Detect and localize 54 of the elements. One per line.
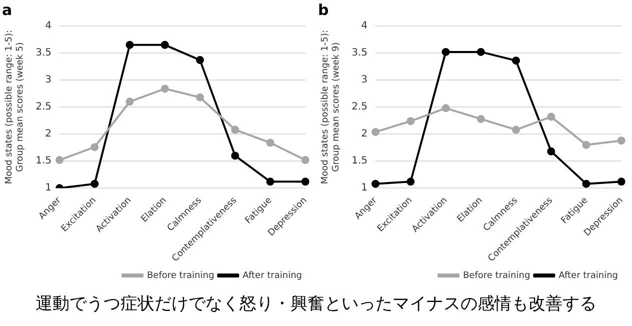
- y-tick-label: 2.5: [352, 102, 368, 113]
- legend-label: Before training: [463, 270, 530, 281]
- point: [160, 84, 169, 93]
- y-tick-label: 2: [45, 128, 52, 140]
- point: [617, 136, 626, 145]
- y-tick-label: 3.5: [352, 48, 368, 59]
- legend-label: After training: [242, 270, 302, 281]
- point: [126, 40, 134, 49]
- point: [617, 178, 626, 186]
- point: [301, 156, 310, 164]
- point: [266, 178, 274, 186]
- y-axis-title: Mood states (possible range: 1-5): Group mean scores (week 9): [320, 30, 342, 184]
- point: [442, 104, 450, 112]
- point: [231, 152, 240, 160]
- point: [582, 180, 590, 188]
- point: [266, 138, 274, 147]
- y-tick-label: 2.5: [36, 102, 52, 113]
- y-tick-label: 3: [361, 74, 368, 86]
- point: [476, 114, 485, 123]
- point: [372, 128, 380, 136]
- point: [582, 140, 590, 149]
- point: [547, 112, 556, 121]
- point: [301, 178, 310, 186]
- point: [126, 98, 134, 106]
- point: [512, 126, 520, 134]
- point: [372, 180, 380, 188]
- y-tick-label: 1: [361, 182, 368, 194]
- y-tick-label: 3.5: [36, 48, 52, 59]
- point: [406, 117, 415, 126]
- point: [160, 40, 169, 49]
- chart-title: b: [318, 0, 329, 19]
- y-axis-title: Mood states (possible range: 1-5): Group mean scores (week 5): [4, 30, 26, 184]
- y-tick-label: 1: [45, 182, 52, 194]
- point: [196, 56, 204, 64]
- point: [442, 48, 450, 56]
- point: [476, 48, 485, 56]
- y-tick-label: 1.5: [36, 156, 52, 167]
- legend-label: Before training: [147, 270, 214, 281]
- y-tick-label: 3: [45, 74, 52, 86]
- point: [512, 56, 520, 65]
- point: [196, 93, 204, 102]
- point: [406, 178, 415, 186]
- chart-title: a: [2, 0, 12, 19]
- y-tick-label: 1.5: [352, 156, 368, 167]
- y-tick-label: 4: [361, 20, 368, 32]
- point: [231, 126, 240, 134]
- legend-label: After training: [558, 270, 618, 281]
- point: [90, 143, 99, 152]
- point: [547, 147, 556, 156]
- point: [90, 180, 99, 188]
- y-tick-label: 4: [45, 20, 52, 32]
- text: 運動でうつ症状だけでなく怒り・興奮といったマイナスの感情も改善する: [34, 293, 598, 315]
- point: [56, 156, 64, 164]
- y-tick-label: 2: [361, 128, 368, 140]
